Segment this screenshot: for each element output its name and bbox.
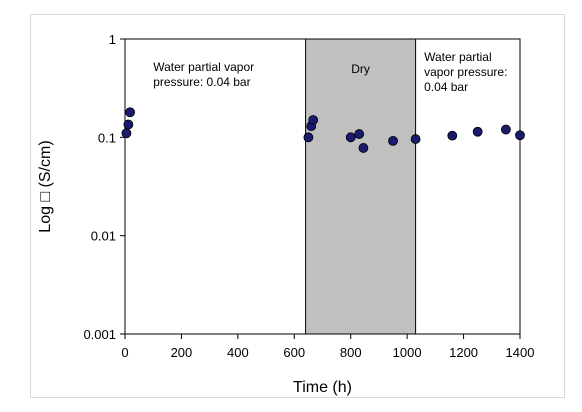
data-point (123, 119, 134, 130)
dry-region-label: Dry (351, 62, 370, 76)
data-point (500, 124, 511, 135)
x-tick-label: 200 (171, 345, 193, 360)
data-point-layer (121, 107, 525, 153)
y-tick-label: 0.01 (91, 229, 116, 244)
x-tick-label: 0 (121, 345, 128, 360)
x-axis-label: Time (h) (293, 379, 352, 396)
x-tick-label: 1000 (393, 345, 422, 360)
annotation-line: Water partial (424, 50, 492, 64)
data-point (121, 128, 132, 139)
annotation-layer: Water partial vapor pressure: 0.04 barWat… (153, 50, 507, 94)
chart-frame (30, 14, 565, 398)
data-point (358, 143, 369, 153)
data-point (515, 130, 525, 141)
annotation-line: Water partial vapor (153, 60, 254, 74)
data-point (410, 134, 421, 144)
data-point (308, 115, 319, 125)
y-tick-label: 0.001 (83, 327, 116, 342)
data-point (303, 132, 314, 143)
x-tick-label: 400 (227, 345, 249, 360)
annotation-text: Water partial vapor pressure: 0.04 bar (424, 50, 507, 94)
x-tick-label: 800 (340, 345, 362, 360)
data-point (345, 132, 356, 143)
annotation-line: vapor pressure: (424, 65, 507, 79)
data-point (447, 130, 458, 141)
y-axis-label: Log □ (S/cm) (37, 140, 54, 232)
data-point (125, 107, 135, 118)
shaded-region-layer: Dry (305, 38, 417, 335)
data-point (472, 126, 483, 137)
dry-region (305, 38, 417, 335)
y-tick-label: 1 (109, 32, 116, 47)
x-tick-label: 1200 (449, 345, 478, 360)
plot-area (124, 38, 521, 335)
annotation-text: Water partial vapor pressure: 0.04 bar (153, 60, 254, 89)
x-tick-label: 1400 (506, 345, 535, 360)
annotation-line: pressure: 0.04 bar (153, 75, 250, 89)
data-point (388, 135, 398, 146)
tick-layer: 0 200 400 600 800 1000 1200 1400 0.001 0.01 0.1 1 (83, 32, 534, 360)
annotation-line: 0.04 bar (424, 80, 468, 94)
y-tick-label: 0.1 (98, 130, 116, 145)
data-point (354, 129, 365, 139)
x-tick-label: 600 (283, 345, 305, 360)
